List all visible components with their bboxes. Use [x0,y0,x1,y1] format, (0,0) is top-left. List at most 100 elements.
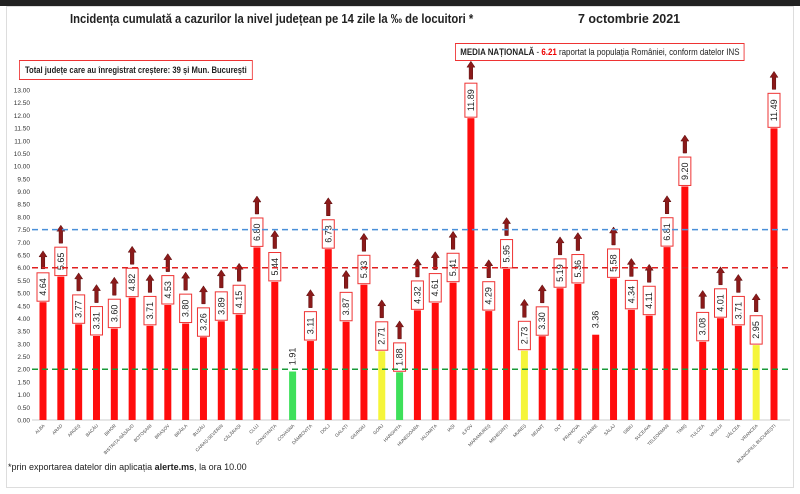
increase-arrow-icon [74,272,84,292]
category-label: ALBA [34,423,46,435]
chart-date: 7 octombrie 2021 [578,12,681,26]
media-text: raportat la populația României, conform … [556,47,740,57]
increase-arrow-icon [573,232,583,251]
increase-arrow-icon [145,273,155,293]
data-label: 4.29 [484,287,494,305]
data-label: 2.95 [751,321,761,339]
data-label-box [464,82,478,118]
increase-arrow-icon [56,224,66,244]
media-value: 6.21 [541,47,557,57]
increase-arrow-icon [127,245,137,265]
bar [128,297,136,420]
total-increase-box: Total județe care au înregistrat creșter… [19,60,253,80]
data-label: 5.95 [502,245,512,263]
increase-arrow-icon [662,195,672,214]
data-label: 4.15 [234,291,244,309]
category-label: BRAȘOV [154,423,171,440]
increase-arrow-icon [163,253,173,272]
y-tick-label: 7.00 [17,240,30,247]
y-tick-label: 9.50 [17,176,30,183]
y-tick-label: 11.00 [14,138,30,145]
increase-arrow-icon [716,266,725,286]
category-label: GALAȚI [334,423,349,438]
data-label-box [250,217,264,247]
data-label: 3.36 [591,311,601,329]
data-label-box [196,307,210,337]
data-label-box [749,315,763,345]
data-label-box [321,219,335,249]
data-label: 3.77 [74,300,84,318]
category-label: ARAD [51,423,64,436]
data-label-box [428,273,442,303]
bar [717,318,725,420]
data-label-box [696,311,710,342]
data-label: 5.65 [56,253,66,271]
data-label-box [393,342,407,372]
data-label: 4.53 [163,281,173,299]
y-tick-label: 10.00 [14,164,31,171]
bar [378,351,386,420]
bar [592,334,600,420]
y-tick-label: 11.50 [14,126,30,133]
category-label: IAȘI [446,423,456,433]
bar [538,336,546,420]
increase-arrow-icon [323,197,333,217]
category-label: SĂLAJ [602,422,616,436]
increase-arrow-icon [395,320,405,340]
data-label: 2.71 [377,327,387,345]
y-tick-label: 3.50 [17,329,30,336]
y-tick-label: 2.50 [17,354,30,361]
data-label: 4.01 [716,294,726,312]
y-tick-label: 12.50 [14,100,31,107]
bar [342,321,350,420]
data-label-box [535,306,549,336]
data-label: 3.30 [537,312,547,330]
data-label: 4.34 [626,286,636,304]
bar [467,118,475,420]
data-label: 5.33 [359,261,369,279]
increase-arrow-icon [519,298,529,318]
data-label-box [357,254,371,285]
category-label: BISTRIȚA-NĂSĂUD [102,422,135,455]
y-tick-label: 0.50 [17,405,30,412]
category-label: DOLJ [319,423,331,435]
increase-arrow-icon [270,230,280,249]
category-label: GORJ [372,423,384,435]
data-label: 11.89 [466,89,476,111]
data-label: 4.11 [644,292,654,309]
category-label: BOTOȘANI [133,423,153,443]
increase-arrow-icon [109,276,119,296]
data-label-box [660,217,674,247]
data-label-box [482,281,496,311]
increase-arrow-icon [234,262,244,282]
increase-arrow-icon [537,284,547,304]
data-label: 6.81 [662,223,672,241]
increase-arrow-icon [751,293,761,312]
y-tick-label: 3.00 [17,341,30,348]
footnote-prefix: *prin exportarea datelor din aplicația [8,462,155,472]
bar [734,325,742,420]
data-label-box [714,288,728,318]
bar [199,337,207,420]
bar [182,323,190,420]
category-label: ARGEȘ [67,423,82,438]
y-tick-label: 8.50 [17,202,30,209]
data-label-box [214,291,228,321]
data-label: 5.36 [573,260,583,278]
y-tick-label: 5.00 [17,291,30,298]
category-label: ILFOV [461,423,474,436]
data-label: 5.19 [555,264,565,282]
category-label: CLUJ [248,423,260,435]
y-tick-label: 1.50 [17,379,30,386]
data-label-box [54,246,68,277]
category-label: BUZĂU [191,422,206,437]
data-label-box [642,285,656,316]
media-label: MEDIA NAȚIONALĂ [460,47,535,57]
category-label: GIURGIU [349,423,366,440]
increase-arrow-icon [341,269,351,289]
y-tick-label: 7.50 [17,227,30,234]
category-label: VÂLCEA [724,422,741,439]
category-label: TIMIȘ [676,423,688,435]
bar [610,278,618,420]
data-label-box [571,254,585,284]
